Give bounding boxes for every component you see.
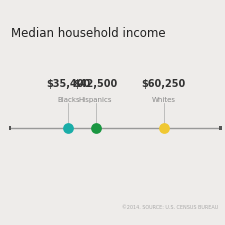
Point: [162, 127, 166, 130]
Text: $35,400: $35,400: [46, 79, 90, 89]
Point: [94, 127, 97, 130]
Text: ©2014. SOURCE: U.S. CENSUS BUREAU: ©2014. SOURCE: U.S. CENSUS BUREAU: [122, 205, 218, 210]
Text: Whites: Whites: [152, 97, 176, 103]
Text: $60,250: $60,250: [142, 79, 186, 89]
Text: Blacks: Blacks: [57, 97, 79, 103]
Point: [66, 127, 70, 130]
Text: Hispanics: Hispanics: [79, 97, 112, 103]
Text: $42,500: $42,500: [73, 79, 118, 89]
Text: Median household income: Median household income: [11, 27, 166, 40]
